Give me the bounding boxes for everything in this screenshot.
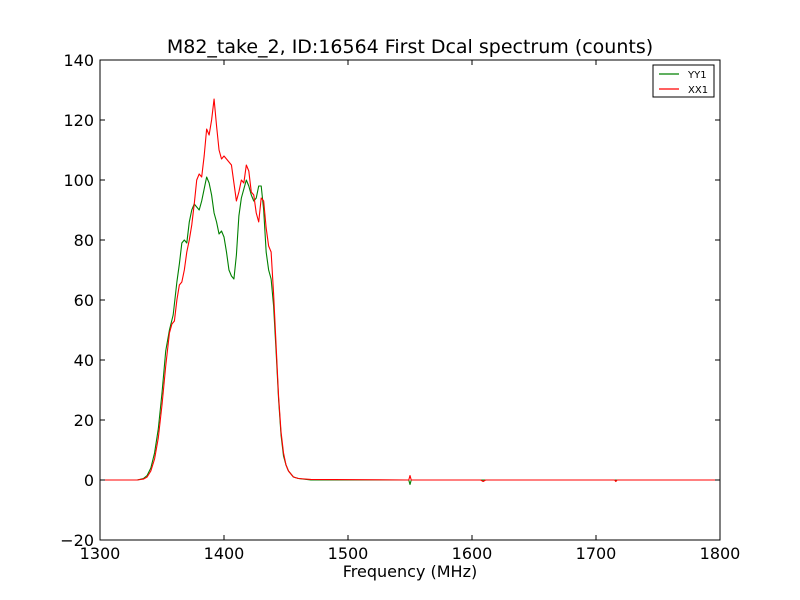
y-tick-label: −20: [60, 531, 94, 550]
chart-title: M82_take_2, ID:16564 First Dcal spectrum…: [167, 36, 653, 58]
y-tick-label: 20: [74, 411, 94, 430]
y-tick-label: 100: [63, 171, 94, 190]
x-tick-label: 1400: [204, 544, 245, 563]
x-tick-label: 1600: [452, 544, 493, 563]
x-tick-label: 1800: [700, 544, 741, 563]
y-tick-label: 60: [74, 291, 94, 310]
x-axis-label: Frequency (MHz): [343, 562, 477, 581]
series-group: [100, 98, 720, 486]
series-line-xx1: [100, 98, 720, 483]
plot-area: [100, 60, 720, 540]
y-tick-label: 120: [63, 111, 94, 130]
x-tick-label: 1500: [328, 544, 369, 563]
x-tick-label: 1300: [80, 544, 121, 563]
y-tick-label: 0: [84, 471, 94, 490]
y-tick-label: 140: [63, 51, 94, 70]
ticks-group: 1300 1400 1500 1600 1700 1800 −20 0 20 40 60 80 100 1…: [60, 51, 740, 563]
legend-frame: [652, 64, 715, 98]
legend-label-yy1: YY1: [687, 70, 707, 81]
y-tick-label: 40: [74, 351, 94, 370]
y-tick-label: 80: [74, 231, 94, 250]
legend-label-xx1: XX1: [688, 85, 708, 96]
x-tick-label: 1700: [576, 544, 617, 563]
